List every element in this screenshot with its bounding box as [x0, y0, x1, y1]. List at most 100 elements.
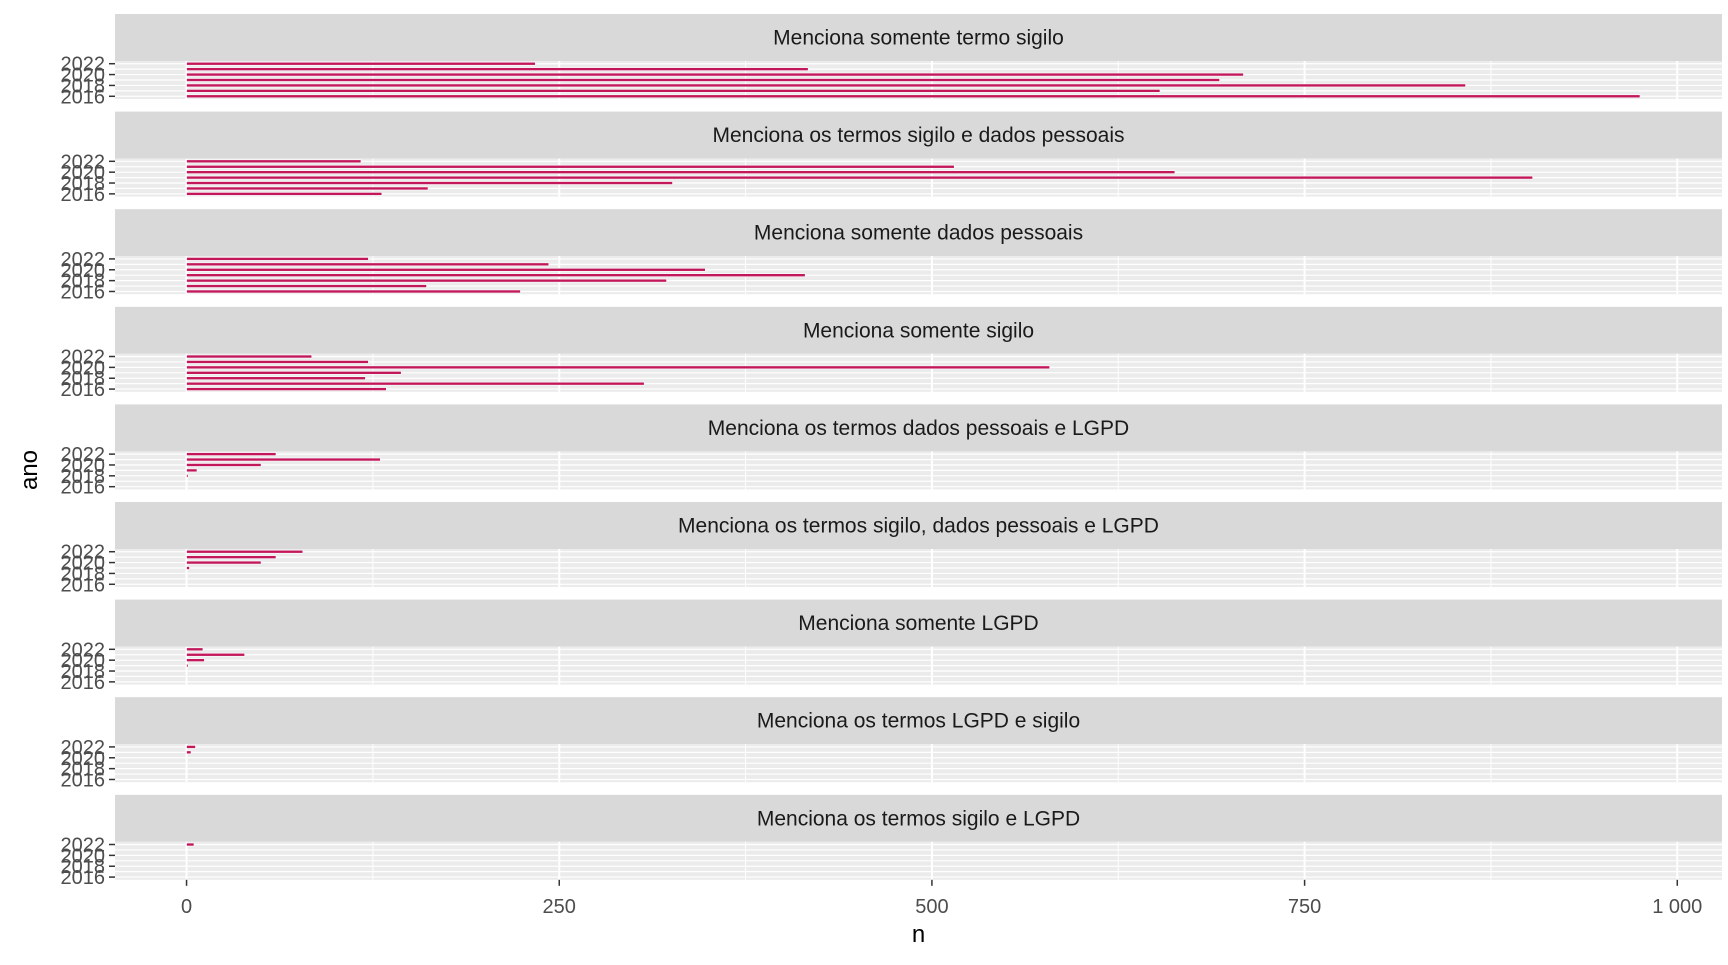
- y-tick-label: 2016: [61, 86, 106, 108]
- y-tick-label: 2018: [61, 75, 106, 97]
- bar-2021: [186, 652, 245, 657]
- y-tick-label: 2020: [61, 260, 106, 282]
- y-tick-label: 2016: [61, 281, 106, 303]
- y-tick-label: 2022: [61, 249, 106, 271]
- bar-2019: [186, 566, 190, 570]
- bar-2020: [186, 658, 205, 662]
- bar-2018: [186, 474, 189, 478]
- y-tick-label: 2020: [61, 357, 106, 379]
- bar-2017: [186, 381, 645, 386]
- facet-strip: [115, 14, 1722, 61]
- bar-2018: [186, 278, 667, 283]
- facet-strip: [115, 794, 1722, 842]
- y-tick-label: 2018: [61, 759, 106, 781]
- bar-2017: [186, 89, 1161, 93]
- y-tick-label: 2020: [61, 845, 106, 867]
- y-tick-label: 2018: [61, 661, 106, 683]
- y-tick-label: 2018: [61, 856, 106, 878]
- bar-2020: [186, 463, 262, 467]
- facet-title: Menciona somente dados pessoais: [754, 222, 1083, 245]
- bar-2021: [186, 262, 550, 267]
- y-tick-label: 2016: [61, 672, 106, 694]
- bar-2016: [186, 94, 1641, 99]
- facet-title: Menciona os termos dados pessoais e LGPD: [708, 417, 1129, 440]
- y-tick-label: 2020: [61, 650, 106, 672]
- facet-title: Menciona os termos sigilo e dados pessoa…: [712, 124, 1124, 147]
- facet-title: Menciona os termos sigilo, dados pessoai…: [678, 515, 1159, 538]
- y-tick-label: 2018: [61, 368, 106, 390]
- bar-2022: [186, 159, 362, 164]
- x-tick-label: 750: [1288, 896, 1321, 918]
- facet-title: Menciona somente LGPD: [798, 612, 1038, 635]
- bar-2020: [186, 170, 1176, 174]
- y-tick-label: 2018: [61, 173, 106, 195]
- bar-2020: [186, 560, 262, 565]
- bar-2019: [186, 273, 806, 277]
- bar-2019: [186, 78, 1220, 82]
- bar-2021: [186, 555, 277, 559]
- y-tick-label: 2016: [61, 379, 106, 401]
- x-tick-label: 1 000: [1652, 896, 1702, 918]
- x-tick-label: 0: [181, 896, 192, 918]
- bar-2017: [186, 186, 429, 191]
- bar-2020: [186, 365, 1050, 370]
- bar-2022: [186, 647, 204, 652]
- facet-strip: [115, 502, 1722, 549]
- bar-2021: [186, 457, 381, 462]
- y-tick-label: 2018: [61, 563, 106, 585]
- facet-strip: [115, 209, 1722, 257]
- bar-2022: [186, 842, 195, 847]
- y-tick-label: 2016: [61, 867, 106, 889]
- y-tick-label: 2020: [61, 162, 106, 184]
- y-axis-title: ano: [16, 450, 43, 490]
- x-axis-title: n: [912, 921, 925, 948]
- bar-2020: [186, 72, 1244, 77]
- y-tick-label: 2022: [61, 347, 106, 369]
- bar-2020: [186, 267, 706, 272]
- bar-2022: [186, 549, 304, 554]
- bar-2016: [186, 192, 383, 196]
- y-tick-label: 2022: [61, 639, 106, 661]
- bar-2018: [186, 181, 673, 185]
- facet-strip: [115, 306, 1722, 354]
- bar-2016: [186, 289, 521, 294]
- x-tick-label: 250: [543, 896, 576, 918]
- facet-strip: [115, 111, 1722, 159]
- facet-strip: [115, 404, 1722, 452]
- bar-2018: [186, 83, 1466, 88]
- bar-2022: [186, 354, 313, 359]
- y-tick-label: 2016: [61, 477, 106, 499]
- y-tick-label: 2020: [61, 748, 106, 770]
- bar-2022: [186, 745, 196, 749]
- y-tick-label: 2020: [61, 455, 106, 477]
- facet-strip: [115, 697, 1722, 745]
- facet-title: Menciona somente sigilo: [803, 319, 1034, 342]
- bar-2021: [186, 360, 369, 364]
- y-tick-label: 2022: [61, 151, 106, 173]
- y-tick-label: 2020: [61, 553, 106, 575]
- bar-2022: [186, 452, 277, 456]
- facet-strip: [115, 599, 1722, 647]
- bar-2017: [186, 284, 427, 288]
- y-tick-label: 2022: [61, 542, 106, 564]
- facet-title: Menciona os termos sigilo e LGPD: [757, 807, 1080, 830]
- bar-2016: [186, 387, 387, 391]
- y-tick-label: 2022: [61, 444, 106, 466]
- y-tick-label: 2022: [61, 737, 106, 759]
- bar-2019: [186, 663, 189, 668]
- y-tick-label: 2016: [61, 769, 106, 791]
- x-tick-label: 500: [915, 896, 948, 918]
- bar-2021: [186, 750, 192, 755]
- bar-2019: [186, 175, 1533, 180]
- bar-2022: [186, 257, 369, 261]
- y-tick-label: 2018: [61, 466, 106, 488]
- bar-2021: [186, 67, 809, 71]
- y-tick-label: 2016: [61, 184, 106, 206]
- bar-2021: [186, 164, 955, 169]
- facet-title: Menciona somente termo sigilo: [773, 27, 1064, 50]
- bar-2018: [186, 376, 366, 381]
- y-tick-label: 2020: [61, 65, 106, 87]
- facet-title: Menciona os termos LGPD e sigilo: [757, 710, 1080, 733]
